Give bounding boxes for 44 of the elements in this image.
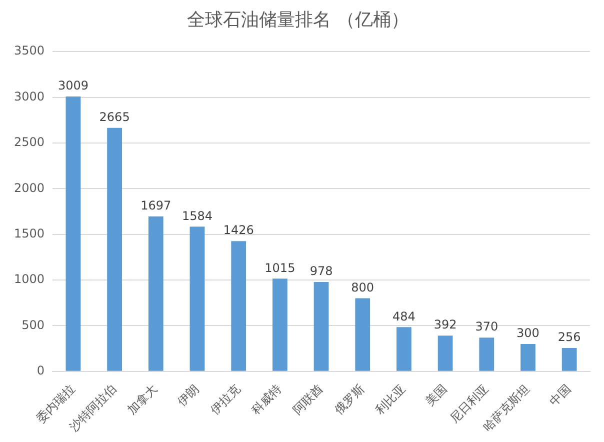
- data-label: 1426: [223, 223, 254, 238]
- data-label: 300: [516, 326, 540, 340]
- bar: [438, 336, 453, 371]
- x-tick-label: 美国: [422, 382, 450, 409]
- y-tick-label: 2000: [14, 180, 45, 195]
- y-tick-label: 1500: [14, 226, 45, 240]
- y-tick-label: 2500: [14, 135, 45, 150]
- chart-title: 全球石油储量排名 （亿桶）: [187, 9, 409, 30]
- y-tick-label: 3500: [14, 44, 45, 58]
- y-tick-label: 500: [22, 318, 45, 332]
- x-tick-label: 中国: [546, 382, 574, 409]
- x-tick-label: 加拿大: [124, 382, 160, 418]
- data-label: 2665: [99, 110, 130, 124]
- x-tick-label: 利比亚: [372, 382, 408, 418]
- data-label: 484: [392, 309, 416, 324]
- bar: [107, 128, 122, 371]
- bar: [562, 348, 577, 371]
- data-label: 256: [558, 330, 581, 344]
- data-label: 370: [475, 320, 498, 334]
- bar: [355, 298, 370, 371]
- x-tick-label: 阿联酋: [290, 382, 326, 418]
- data-label: 1584: [182, 208, 213, 223]
- bar: [272, 278, 288, 371]
- x-tick-label: 伊拉克: [208, 382, 243, 418]
- x-tick-label: 伊朗: [174, 382, 202, 409]
- data-label: 392: [434, 318, 457, 332]
- bar: [148, 216, 164, 371]
- data-label: 3009: [58, 78, 88, 93]
- data-label: 978: [310, 264, 333, 278]
- y-tick-label: 1000: [14, 272, 45, 286]
- bar: [231, 241, 246, 371]
- data-label: 1697: [140, 198, 172, 212]
- bar: [520, 344, 536, 371]
- bar: [314, 282, 329, 371]
- bar: [479, 338, 494, 371]
- y-tick-label: 3000: [14, 89, 45, 104]
- data-label: 1015: [264, 260, 296, 275]
- x-tick-label: 科威特: [248, 382, 284, 418]
- y-tick-label: 0: [36, 364, 45, 378]
- bar: [66, 96, 81, 371]
- x-tick-label: 俄罗斯: [332, 382, 367, 418]
- bar: [190, 226, 205, 371]
- bar: [396, 327, 412, 371]
- data-label: 800: [351, 280, 374, 294]
